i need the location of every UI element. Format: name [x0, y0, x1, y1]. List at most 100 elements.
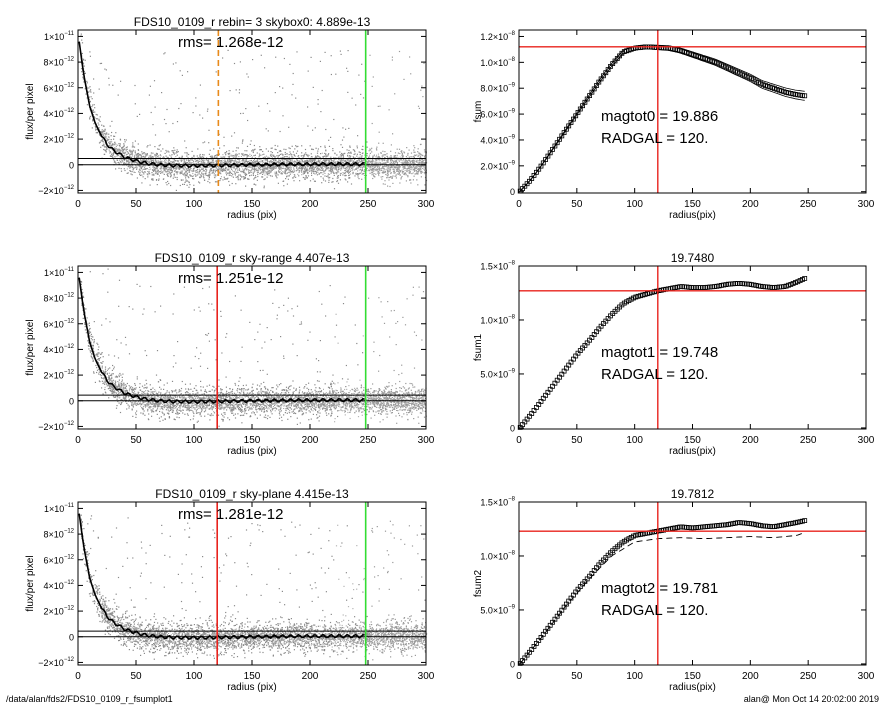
- scatter-point: [239, 179, 241, 181]
- scatter-point: [286, 159, 288, 161]
- scatter-point: [166, 108, 168, 111]
- scatter-point: [393, 160, 395, 162]
- scatter-point: [102, 135, 104, 137]
- scatter-point: [398, 50, 401, 53]
- scatter-point: [393, 172, 395, 174]
- scatter-point: [342, 172, 344, 174]
- scatter-point: [391, 56, 393, 58]
- scatter-point: [347, 159, 349, 161]
- scatter-point: [388, 179, 390, 181]
- scatter-point: [250, 174, 252, 176]
- scatter-point: [423, 163, 425, 165]
- scatter-point: [264, 178, 266, 180]
- scatter-point: [181, 74, 183, 76]
- scatter-point: [192, 159, 194, 161]
- scatter-point: [144, 162, 146, 164]
- scatter-point: [262, 169, 264, 172]
- scatter-point: [203, 170, 205, 171]
- scatter-point: [284, 156, 286, 157]
- scatter-point: [108, 84, 110, 86]
- scatter-point: [215, 157, 217, 159]
- scatter-point: [131, 151, 133, 152]
- scatter-point: [168, 167, 170, 169]
- scatter-point: [92, 111, 94, 113]
- scatter-point: [329, 160, 331, 162]
- scatter-point: [375, 169, 377, 172]
- scatter-point: [368, 166, 370, 168]
- scatter-point: [359, 172, 361, 174]
- scatter-point: [152, 160, 154, 162]
- scatter-point: [264, 168, 266, 170]
- scatter-point: [188, 169, 190, 172]
- scatter-point: [304, 148, 307, 151]
- scatter-point: [137, 157, 139, 159]
- scatter-point: [265, 159, 267, 160]
- scatter-point: [234, 169, 236, 171]
- scatter-point: [381, 178, 383, 180]
- scatter-point: [197, 171, 199, 173]
- scatter-point: [287, 168, 290, 170]
- scatter-point: [341, 161, 343, 163]
- scatter-point: [344, 159, 346, 161]
- scatter-point: [199, 173, 200, 175]
- scatter-point: [149, 184, 151, 186]
- scatter-point: [171, 154, 173, 156]
- scatter-point: [326, 155, 328, 157]
- scatter-point: [372, 161, 373, 163]
- scatter-point: [168, 172, 170, 174]
- scatter-point: [175, 168, 177, 170]
- scatter-point: [213, 171, 215, 173]
- scatter-point: [285, 167, 287, 169]
- scatter-point: [336, 173, 338, 175]
- curve-marker: [723, 64, 729, 70]
- scatter-point: [243, 165, 245, 167]
- scatter-point: [420, 170, 422, 173]
- scatter-point: [392, 163, 394, 164]
- scatter-point: [131, 155, 133, 157]
- scatter-point: [276, 173, 278, 175]
- scatter-point: [170, 162, 172, 164]
- scatter-point: [292, 161, 294, 163]
- scatter-point: [179, 168, 181, 170]
- scatter-point: [295, 165, 297, 167]
- scatter-point: [338, 167, 340, 169]
- scatter-point: [371, 122, 373, 125]
- scatter-point: [187, 159, 189, 161]
- scatter-point: [390, 160, 392, 162]
- scatter-point: [340, 161, 342, 163]
- scatter-point: [185, 168, 187, 170]
- scatter-point: [226, 150, 228, 153]
- scatter-point: [399, 171, 401, 173]
- scatter-point: [166, 151, 168, 153]
- scatter-point: [164, 164, 166, 166]
- scatter-point: [211, 161, 213, 163]
- scatter-point: [344, 160, 346, 162]
- scatter-point: [424, 156, 426, 158]
- scatter-point: [356, 153, 358, 155]
- scatter-point: [327, 173, 329, 175]
- scatter-point: [418, 162, 420, 164]
- scatter-point: [224, 156, 226, 158]
- scatter-point: [157, 169, 159, 171]
- scatter-point: [261, 161, 264, 163]
- scatter-point: [370, 160, 372, 162]
- scatter-point: [311, 172, 313, 174]
- scatter-point: [203, 163, 205, 165]
- scatter-point: [150, 111, 152, 114]
- scatter-point: [101, 140, 103, 142]
- scatter-point: [101, 139, 103, 141]
- scatter-point: [292, 151, 294, 153]
- scatter-point: [112, 158, 115, 160]
- scatter-point: [231, 175, 233, 177]
- scatter-point: [376, 161, 378, 163]
- scatter-point: [96, 132, 98, 134]
- scatter-point: [265, 165, 266, 167]
- scatter-point: [328, 159, 330, 161]
- curve-marker: [705, 57, 710, 62]
- scatter-point: [165, 123, 167, 125]
- scatter-point: [141, 156, 143, 158]
- scatter-point: [107, 136, 109, 138]
- scatter-point: [122, 147, 124, 149]
- scatter-point: [133, 162, 135, 164]
- scatter-point: [336, 180, 339, 182]
